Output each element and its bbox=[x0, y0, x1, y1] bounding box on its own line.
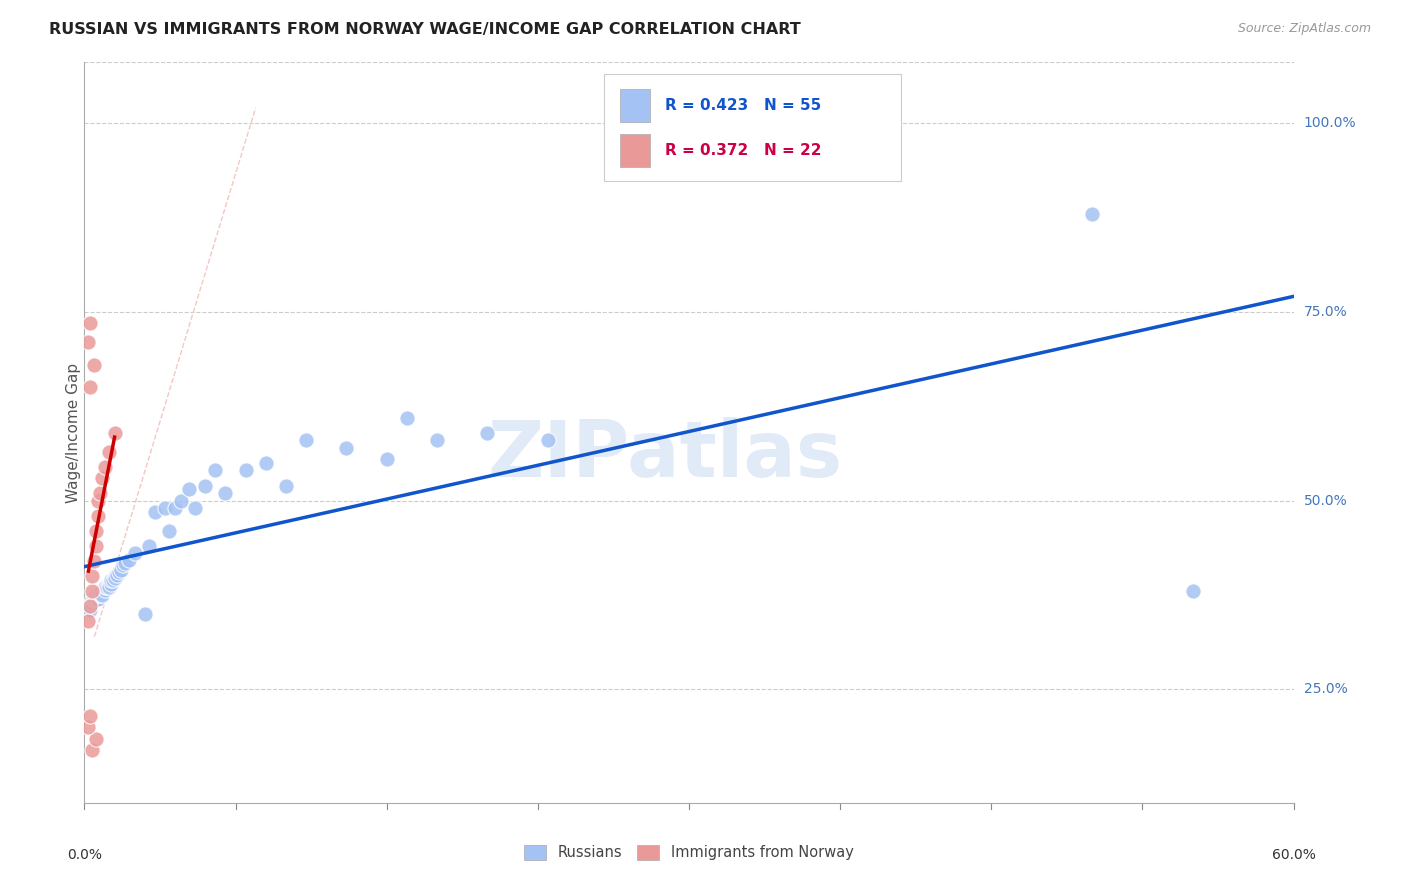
Point bbox=[110, 563, 132, 577]
Bar bbox=[620, 89, 650, 122]
Point bbox=[426, 433, 449, 447]
Text: 100.0%: 100.0% bbox=[1303, 116, 1357, 130]
Point bbox=[214, 486, 236, 500]
Point bbox=[157, 524, 180, 538]
Point bbox=[105, 567, 128, 582]
Point bbox=[77, 720, 100, 734]
Point bbox=[89, 486, 111, 500]
Point bbox=[1081, 206, 1104, 220]
Point bbox=[153, 501, 176, 516]
Point bbox=[179, 483, 201, 497]
Point bbox=[87, 588, 110, 602]
Point bbox=[93, 459, 115, 474]
Point bbox=[82, 743, 104, 757]
Point bbox=[79, 316, 101, 330]
Text: 60.0%: 60.0% bbox=[1271, 848, 1316, 863]
Point bbox=[86, 731, 108, 746]
Point bbox=[79, 709, 101, 723]
Point bbox=[274, 478, 297, 492]
Text: Source: ZipAtlas.com: Source: ZipAtlas.com bbox=[1237, 22, 1371, 36]
Point bbox=[82, 569, 104, 583]
Point bbox=[107, 566, 129, 580]
Point bbox=[100, 576, 122, 591]
Point bbox=[134, 607, 156, 621]
Point bbox=[82, 584, 104, 599]
Point bbox=[104, 425, 127, 440]
Point bbox=[87, 493, 110, 508]
Point bbox=[82, 596, 104, 610]
Point bbox=[165, 501, 187, 516]
Point bbox=[86, 524, 108, 538]
Point bbox=[235, 463, 257, 477]
Point bbox=[97, 581, 120, 595]
Point bbox=[537, 433, 560, 447]
Point bbox=[83, 591, 105, 605]
Point bbox=[138, 539, 160, 553]
Point bbox=[89, 588, 111, 602]
Point bbox=[96, 581, 118, 595]
Point bbox=[77, 615, 100, 629]
Legend: Russians, Immigrants from Norway: Russians, Immigrants from Norway bbox=[519, 838, 859, 866]
Point bbox=[101, 573, 124, 587]
Point bbox=[87, 591, 110, 606]
Text: ZIPatlas: ZIPatlas bbox=[488, 417, 842, 493]
Point bbox=[184, 501, 207, 516]
Text: 25.0%: 25.0% bbox=[1303, 682, 1347, 697]
Point bbox=[335, 441, 357, 455]
Point bbox=[194, 478, 217, 492]
FancyBboxPatch shape bbox=[605, 73, 901, 181]
Text: 0.0%: 0.0% bbox=[67, 848, 101, 863]
Point bbox=[204, 463, 226, 477]
Text: R = 0.372   N = 22: R = 0.372 N = 22 bbox=[665, 143, 821, 158]
Point bbox=[114, 556, 136, 570]
Point bbox=[93, 582, 115, 597]
Point bbox=[93, 581, 115, 595]
Point bbox=[111, 558, 134, 572]
Text: R = 0.423   N = 55: R = 0.423 N = 55 bbox=[665, 98, 821, 113]
Point bbox=[77, 334, 100, 349]
Point bbox=[295, 433, 318, 447]
Point bbox=[477, 425, 499, 440]
Point bbox=[97, 444, 120, 458]
Point bbox=[91, 471, 114, 485]
Point bbox=[91, 584, 114, 599]
Point bbox=[124, 547, 146, 561]
Text: RUSSIAN VS IMMIGRANTS FROM NORWAY WAGE/INCOME GAP CORRELATION CHART: RUSSIAN VS IMMIGRANTS FROM NORWAY WAGE/I… bbox=[49, 22, 801, 37]
Text: 50.0%: 50.0% bbox=[1303, 493, 1347, 508]
Point bbox=[254, 456, 277, 470]
Point bbox=[83, 554, 105, 568]
Point bbox=[86, 588, 108, 602]
Point bbox=[375, 452, 398, 467]
Point bbox=[87, 508, 110, 523]
Point bbox=[79, 380, 101, 394]
Point bbox=[1181, 584, 1204, 599]
Point bbox=[170, 493, 193, 508]
Point bbox=[89, 586, 111, 600]
Text: 75.0%: 75.0% bbox=[1303, 305, 1347, 318]
Point bbox=[83, 593, 105, 607]
Point bbox=[104, 571, 127, 585]
Point bbox=[100, 573, 122, 587]
Point bbox=[91, 588, 114, 602]
Point bbox=[79, 603, 101, 617]
Point bbox=[86, 591, 108, 606]
Point bbox=[97, 578, 120, 592]
Point bbox=[104, 569, 127, 583]
Point bbox=[143, 505, 166, 519]
Bar bbox=[620, 134, 650, 167]
Point bbox=[118, 552, 141, 566]
Point bbox=[77, 599, 100, 614]
Point bbox=[395, 410, 418, 425]
Y-axis label: Wage/Income Gap: Wage/Income Gap bbox=[66, 362, 80, 503]
Point bbox=[83, 358, 105, 372]
Point bbox=[86, 539, 108, 553]
Point bbox=[82, 591, 104, 606]
Point bbox=[79, 599, 101, 614]
